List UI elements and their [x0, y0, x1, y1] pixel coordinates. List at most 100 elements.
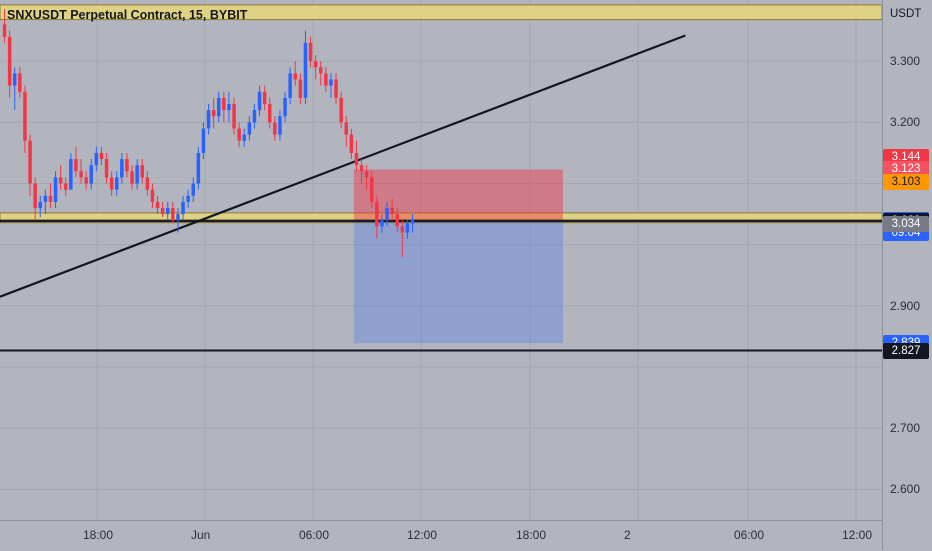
candle-body: [222, 97, 226, 111]
candle-body: [308, 42, 313, 62]
candle-body: [196, 152, 201, 184]
candle-body: [344, 122, 348, 135]
candle-body: [166, 208, 170, 215]
time-tick-label: 06:00: [734, 528, 765, 542]
time-tick-label: 2: [624, 528, 631, 542]
candle-body: [339, 97, 343, 123]
price-marker-label: 2.827: [883, 342, 929, 359]
candle-body: [329, 79, 333, 86]
candle-body: [186, 195, 190, 202]
candle-body: [247, 122, 252, 135]
time-tick-label: Jun: [191, 528, 211, 542]
candle-body: [268, 104, 272, 123]
candle-body: [84, 177, 88, 184]
candle-body: [400, 226, 405, 233]
price-axis[interactable]: [882, 0, 932, 550]
price-marker-label: 3.034: [883, 215, 929, 232]
candle-body: [303, 42, 308, 98]
candle-body: [115, 177, 119, 190]
candle-body: [160, 208, 165, 215]
time-tick-label: 18:00: [83, 528, 114, 542]
candle-body: [334, 79, 338, 98]
candle-body: [94, 152, 99, 166]
price-tick-label: 2.600: [890, 482, 921, 497]
candle-body: [125, 159, 129, 172]
candle-body: [375, 201, 379, 227]
candle-body: [364, 171, 369, 178]
candle-body: [18, 73, 22, 92]
candle-body: [69, 159, 73, 190]
candle-body: [380, 220, 384, 227]
candle-body: [64, 183, 68, 190]
trendline: [0, 34, 686, 298]
candle-body: [104, 159, 109, 178]
position-target-zone: [353, 220, 563, 344]
candle-body: [23, 91, 27, 141]
candle-body: [390, 208, 394, 215]
candle-body: [298, 79, 303, 98]
candle-body: [191, 183, 195, 196]
candle-body: [288, 73, 292, 98]
candle-body: [237, 128, 241, 141]
candle-body: [145, 177, 150, 190]
candle-body: [2, 24, 7, 37]
time-tick-label: 06:00: [299, 528, 330, 542]
candle-body: [273, 122, 277, 135]
candle-body: [28, 140, 32, 184]
candle-body: [410, 220, 415, 224]
price-marker-label: 3.103: [883, 173, 929, 190]
symbol-title: SNXUSDT Perpetual Contract, 15, BYBIT: [7, 8, 248, 22]
candle-body: [242, 134, 246, 141]
price-marker-label: 3.144: [883, 148, 929, 165]
candle-body: [43, 195, 48, 202]
candle-body: [99, 152, 104, 160]
time-tick-label: 12:00: [842, 528, 873, 542]
candle-body: [283, 97, 287, 117]
candle-body: [130, 171, 134, 184]
candle-body: [48, 195, 53, 202]
currency-unit: USDT: [890, 8, 922, 20]
candle-body: [135, 165, 139, 184]
candle-body: [385, 208, 389, 221]
candle-body: [171, 208, 175, 221]
candle-body: [120, 159, 124, 178]
candle-body: [262, 91, 267, 104]
candle-body: [232, 104, 236, 129]
time-axis[interactable]: [0, 520, 882, 551]
time-tick-label: 12:00: [407, 528, 438, 542]
candle-body: [13, 73, 17, 86]
candle-body: [359, 165, 364, 172]
candle-body: [33, 183, 37, 208]
price-marker-label: 3.123: [883, 161, 929, 178]
candle-body: [74, 159, 78, 172]
price-tick-label: 3.300: [890, 54, 921, 69]
candle-body: [79, 171, 83, 178]
time-tick-label: 18:00: [516, 528, 547, 542]
candle-body: [89, 165, 93, 184]
candle-body: [206, 110, 211, 129]
candle-body: [38, 201, 42, 208]
candle-body: [293, 73, 297, 80]
candle-body: [58, 177, 63, 184]
candle-body: [278, 116, 282, 135]
price-tick-label: 3.200: [890, 115, 921, 130]
candle-body: [211, 110, 216, 117]
candle-body: [324, 73, 328, 86]
candle-body: [7, 36, 12, 86]
candle-body: [313, 61, 318, 68]
position-stop-zone: [353, 169, 563, 221]
candle-body: [252, 110, 257, 123]
candle-body: [140, 165, 144, 178]
candle-body: [155, 201, 160, 208]
candle-body: [395, 214, 399, 227]
plot-background: [0, 0, 882, 520]
price-tick-label: 2.700: [890, 421, 921, 436]
candle-body: [217, 97, 221, 117]
candle-body: [201, 128, 206, 153]
candle-body: [109, 177, 114, 190]
candle-body: [150, 189, 155, 202]
candle-body: [354, 152, 359, 166]
candle-body: [181, 201, 185, 215]
